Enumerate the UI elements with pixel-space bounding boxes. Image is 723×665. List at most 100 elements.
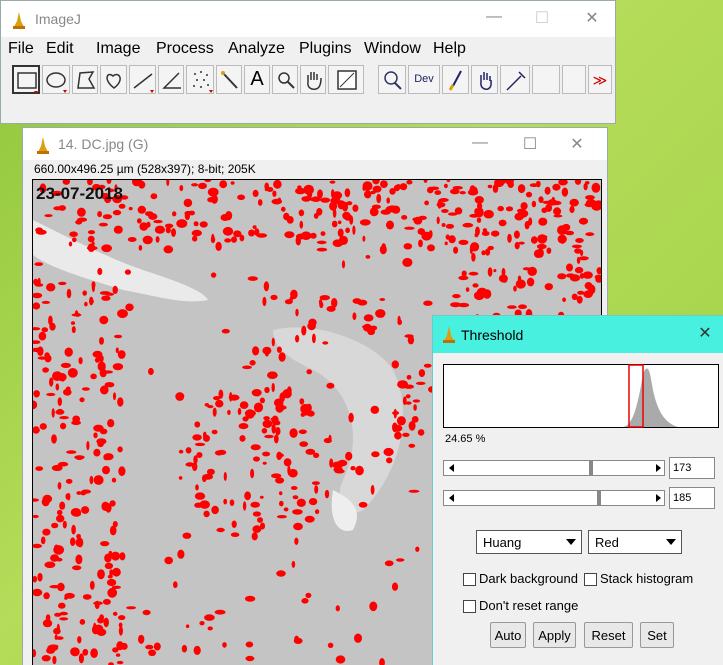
menu-item[interactable]: Edit <box>46 40 74 58</box>
close-button[interactable]: ✕ <box>572 8 612 28</box>
angle-tool[interactable] <box>158 65 184 94</box>
threshold-overlay <box>276 452 282 460</box>
threshold-overlay <box>362 325 367 328</box>
threshold-overlay <box>175 392 184 401</box>
threshold-overlay <box>369 602 377 612</box>
threshold-overlay <box>177 550 184 559</box>
threshold-overlay <box>34 391 38 395</box>
dev-tool[interactable]: Dev <box>408 65 440 94</box>
menu-item[interactable]: Help <box>433 40 466 58</box>
checkbox[interactable] <box>584 573 597 586</box>
threshold-overlay <box>418 240 423 248</box>
threshold-overlay <box>64 593 75 599</box>
threshold-overlay <box>313 453 319 458</box>
apply-button[interactable]: Apply <box>533 622 576 648</box>
threshold-overlay <box>592 183 601 193</box>
threshold-overlay <box>305 593 311 598</box>
threshold-overlay <box>93 432 97 438</box>
more-tools[interactable]: ≫ <box>588 65 612 94</box>
empty-tool[interactable] <box>532 65 560 94</box>
threshold-overlay <box>90 476 94 485</box>
oval-tool[interactable] <box>42 65 70 94</box>
date-stamp: 23-07-2018 <box>36 184 123 204</box>
close-button[interactable]: ✕ <box>690 323 720 343</box>
threshold-overlay <box>287 386 292 395</box>
threshold-overlay <box>299 210 305 217</box>
rectangle-tool[interactable] <box>12 65 40 94</box>
menu-item[interactable]: File <box>8 40 34 58</box>
color-picker[interactable] <box>328 65 364 94</box>
menu-item[interactable]: Image <box>96 40 140 58</box>
menu-item[interactable]: Process <box>156 40 214 58</box>
hand-tool[interactable] <box>300 65 326 94</box>
threshold-overlay <box>44 352 49 358</box>
maximize-button[interactable]: ☐ <box>510 134 550 154</box>
threshold-overlay <box>59 416 69 419</box>
threshold-overlay <box>67 289 72 299</box>
pointer-tool[interactable] <box>471 65 498 94</box>
minimize-button[interactable]: — <box>474 8 514 26</box>
checkbox-label: Dark background <box>479 571 578 586</box>
min-value[interactable]: 173 <box>669 457 715 479</box>
threshold-overlay <box>314 213 319 219</box>
maximize-button[interactable]: ☐ <box>522 8 562 28</box>
threshold-overlay <box>376 194 381 204</box>
threshold-overlay <box>224 472 227 481</box>
threshold-overlay <box>57 583 65 591</box>
zoom-tool[interactable] <box>378 65 406 94</box>
threshold-overlay <box>552 184 560 191</box>
close-button[interactable]: ✕ <box>557 134 597 154</box>
polygon-tool[interactable] <box>72 65 98 94</box>
empty-tool[interactable] <box>562 65 586 94</box>
freehand-tool[interactable] <box>100 65 127 94</box>
magnifier-tool[interactable] <box>272 65 298 94</box>
threshold-overlay <box>71 421 81 426</box>
pipette-tool[interactable] <box>500 65 530 94</box>
checkbox[interactable] <box>463 573 476 586</box>
threshold-overlay <box>265 351 269 356</box>
threshold-overlay <box>81 506 89 514</box>
threshold-overlay <box>373 186 382 193</box>
line-tool[interactable] <box>129 65 156 94</box>
threshold-overlay <box>475 227 480 236</box>
menu-item[interactable]: Window <box>364 40 421 58</box>
brush-tool[interactable] <box>442 65 469 94</box>
desktop: ImageJ — ☐ ✕ FileEditImageProcessAnalyze… <box>0 0 723 665</box>
max-value[interactable]: 185 <box>669 487 715 509</box>
threshold-overlay <box>207 405 213 408</box>
threshold-overlay <box>125 304 133 312</box>
threshold-overlay <box>54 613 61 617</box>
set-button[interactable]: Set <box>640 622 674 648</box>
point-tool[interactable] <box>186 65 214 94</box>
threshold-overlay <box>532 201 536 208</box>
threshold-overlay <box>100 291 111 295</box>
minimize-button[interactable]: — <box>460 134 500 152</box>
threshold-overlay <box>272 424 276 434</box>
threshold-overlay <box>322 341 328 344</box>
threshold-overlay <box>424 364 432 368</box>
text-tool[interactable]: A <box>244 65 270 94</box>
auto-button[interactable]: Auto <box>490 622 526 648</box>
menu-item[interactable]: Plugins <box>299 40 351 58</box>
reset-button[interactable]: Reset <box>584 622 633 648</box>
threshold-overlay <box>213 408 217 417</box>
threshold-overlay <box>401 215 407 220</box>
checkbox[interactable] <box>463 600 476 613</box>
threshold-overlay <box>70 537 75 546</box>
wand-tool[interactable] <box>216 65 242 94</box>
threshold-overlay <box>284 458 292 466</box>
threshold-overlay <box>562 188 568 197</box>
menu-item[interactable]: Analyze <box>228 40 285 58</box>
threshold-overlay <box>84 302 88 307</box>
threshold-overlay <box>246 642 254 648</box>
threshold-overlay <box>516 279 526 288</box>
threshold-overlay <box>328 643 334 648</box>
threshold-overlay <box>103 599 111 605</box>
threshold-overlay <box>427 244 435 251</box>
threshold-overlay <box>82 649 88 656</box>
threshold-overlay <box>437 217 440 225</box>
threshold-overlay <box>264 281 269 291</box>
threshold-overlay <box>111 552 120 561</box>
threshold-overlay <box>386 457 392 463</box>
threshold-overlay <box>468 189 478 195</box>
